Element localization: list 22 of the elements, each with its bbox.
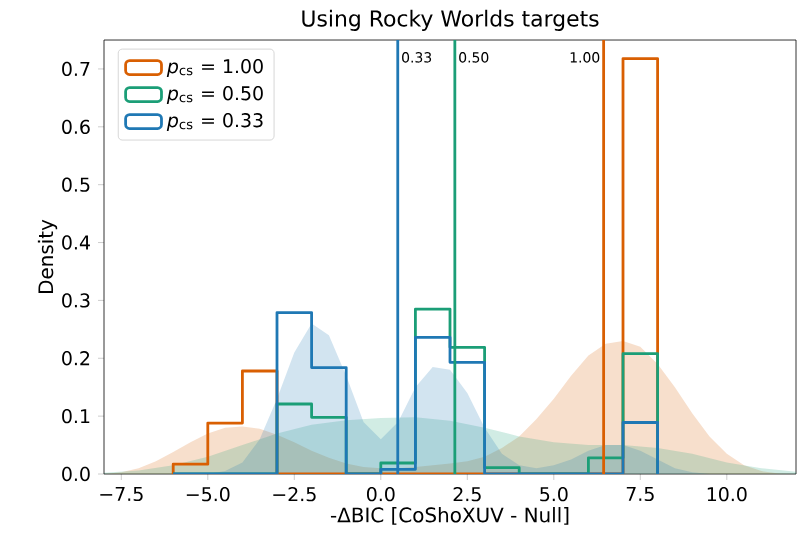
x-tick-label: −2.5 <box>273 487 316 502</box>
y-axis-title: Density <box>37 219 58 293</box>
y-tick-label: 0.2 <box>62 351 90 366</box>
legend-label: p$_{cs}$ = 0.50 <box>166 86 263 105</box>
y-tick-label: 0.3 <box>62 293 90 308</box>
y-tick-label: 0.7 <box>62 61 90 77</box>
x-tick-label: −7.5 <box>100 487 143 502</box>
x-tick-label: 10.0 <box>707 487 747 502</box>
y-tick-label: 0.4 <box>62 235 90 250</box>
legend-label: p$_{cs}$ = 1.00 <box>166 59 263 78</box>
x-tick-label: −5.0 <box>186 487 230 502</box>
x-tick-label: 2.5 <box>453 487 481 502</box>
y-tick-label: 0.0 <box>62 466 90 482</box>
x-axis-title: -ΔBIC [CoShoXUV - Null] <box>330 507 569 525</box>
x-tick-label: 0.0 <box>367 487 395 502</box>
chart-title: Using Rocky Worlds targets <box>302 9 599 31</box>
y-tick-label: 0.1 <box>62 408 90 424</box>
y-tick-label: 0.5 <box>62 177 90 192</box>
y-tick-label: 0.6 <box>62 119 90 134</box>
x-tick-label: 7.5 <box>626 487 654 502</box>
x-tick-label: 5.0 <box>540 487 568 502</box>
legend-label: p$_{cs}$ = 0.33 <box>166 113 263 132</box>
